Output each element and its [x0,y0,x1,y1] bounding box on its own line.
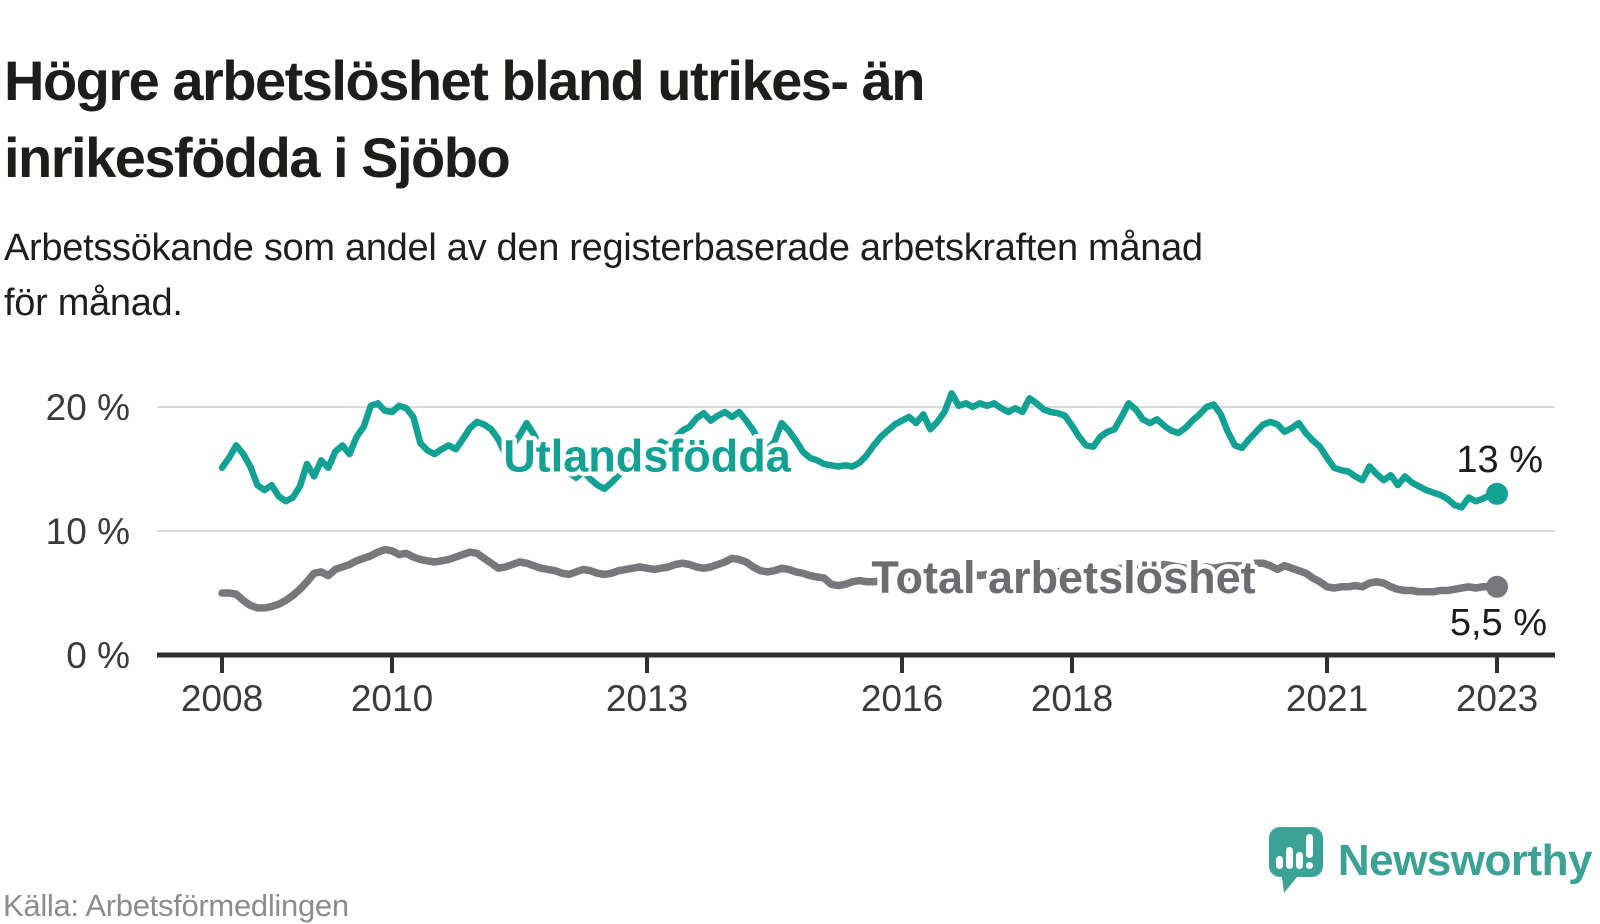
line-chart: 20 % 10 % 0 % 2008 2010 2013 2016 2018 2021 2023… [46,387,1555,719]
x-tick-label: 2010 [351,678,433,719]
newsworthy-logo-text: Newsworthy [1337,835,1593,885]
gridlines [157,406,1555,532]
page-title: Högre arbetslöshet bland utrikes- än inr… [4,48,925,189]
series-lines [218,390,1501,612]
y-tick-label: 10 % [46,511,130,552]
source-note: Källa: Arbetsförmedlingen [3,888,349,923]
series-end-dots [1486,482,1508,598]
series-inline-label: Total arbetslöshet [871,552,1255,603]
series-line-utlandsfodda [218,390,1501,511]
series-end-value-label: 5,5 % [1450,602,1547,644]
x-tick-labels: 2008 2010 2013 2016 2018 2021 2023 [181,678,1538,719]
series-labels: Utlandsfödda 13 % Total arbetslöshet 5,5 % [499,426,1547,644]
x-tick-label: 2013 [606,678,688,719]
series-end-dot [1486,575,1508,598]
x-tick-label: 2023 [1456,678,1538,719]
series-end-dot [1486,482,1508,505]
newsworthy-logo-icon [1268,827,1323,893]
series-inline-label: Utlandsfödda [503,430,791,481]
axis-ticks [220,657,1499,673]
page-subtitle: Arbetssökande som andel av den registerb… [4,227,1203,324]
newsworthy-logo: Newsworthy [1268,827,1593,894]
x-tick-label: 2016 [861,678,943,719]
y-tick-labels: 20 % 10 % 0 % [46,387,130,676]
x-tick-label: 2021 [1286,678,1368,719]
y-tick-label: 0 % [66,635,130,676]
logo-bar-chart-glyph [1275,834,1313,869]
y-tick-label: 20 % [46,387,130,428]
series-line-total [218,545,1501,612]
series-end-value-label: 13 % [1456,439,1543,481]
x-tick-label: 2008 [181,678,263,719]
x-tick-label: 2018 [1031,678,1113,719]
